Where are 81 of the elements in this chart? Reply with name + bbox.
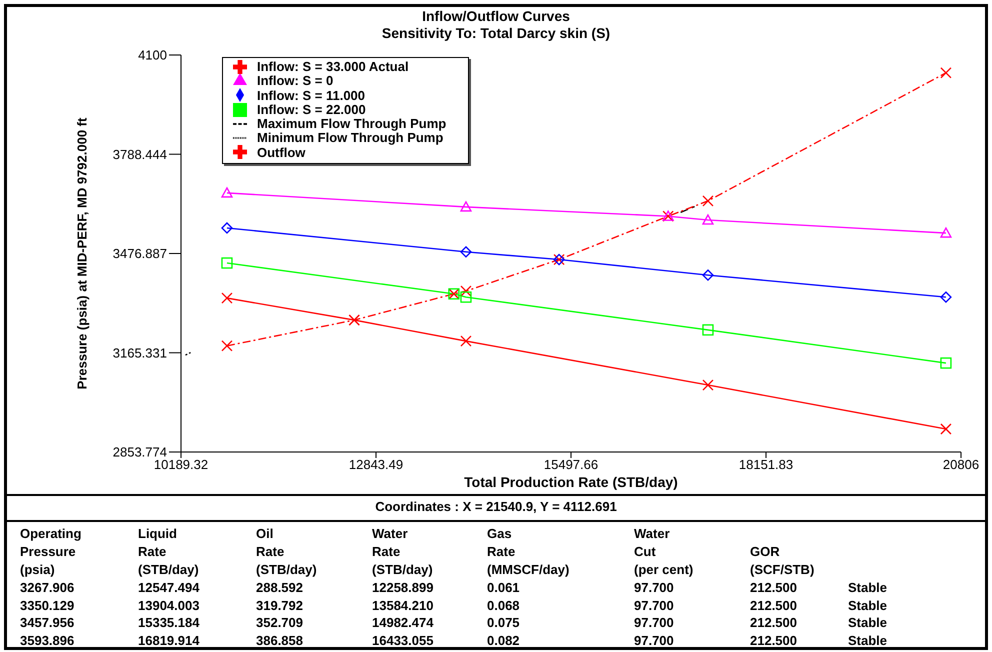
text: GOR (SCF/STB): [750, 543, 816, 579]
text: 212.500: [750, 632, 798, 649]
text: 15335.184: [138, 614, 200, 632]
legend-label: Inflow: S = 22.000: [257, 102, 366, 117]
point: [221, 292, 233, 304]
text: 0.068: [487, 596, 521, 614]
text: 212.500: [750, 596, 798, 614]
text: 0.082: [487, 632, 521, 649]
legend-label: Maximum Flow Through Pump: [257, 116, 446, 132]
point: [702, 195, 714, 207]
legend-label: Inflow: S = 0: [257, 73, 334, 88]
point: [460, 335, 472, 347]
point: [940, 67, 952, 78]
text: 13904.003: [138, 596, 200, 614]
text: 3267.906: [20, 579, 76, 596]
point: [702, 214, 714, 225]
point: [702, 324, 714, 336]
legend-label: Minimum Flow Through Pump: [257, 130, 444, 146]
x-tick-label: 15497.66: [544, 457, 598, 472]
x-tick-label: 20806: [942, 457, 980, 472]
point: [460, 246, 472, 258]
text: 97.700: [634, 596, 675, 614]
y-axis-title: Pressure (psia) at MID-PERF, MD 9792.000 ft: [74, 117, 90, 390]
point: [221, 340, 233, 352]
point: [702, 379, 714, 391]
y-tick-label: 2853.774: [112, 444, 167, 460]
text: Liquid Rate (STB/day): [138, 525, 200, 579]
text: Stable: [848, 579, 888, 596]
y-tick-label: 4100: [138, 48, 167, 63]
legend-label: Outflow: [257, 144, 306, 160]
text: 0.075: [487, 614, 521, 632]
text: Coordinates : X = 21540.9, Y = 4112.691: [374, 499, 618, 514]
point: [940, 357, 952, 369]
point: [940, 423, 952, 435]
text: 97.700: [634, 614, 675, 632]
text: 0.061: [487, 579, 521, 596]
point: [221, 187, 233, 198]
text: 3593.896: [20, 632, 76, 649]
point: [460, 285, 472, 297]
point: [940, 227, 952, 238]
y-tick-label: 3788.444: [112, 146, 167, 162]
point: [702, 269, 714, 281]
point: [221, 222, 233, 234]
text: 97.700: [634, 579, 675, 596]
legend-label: Inflow: S = 11.000: [257, 88, 366, 103]
text: 97.700: [634, 632, 675, 649]
text: 3457.956: [20, 614, 76, 632]
text: Stable: [848, 596, 888, 614]
x-tick-label: 18151.83: [738, 457, 794, 472]
y-tick-label: 3165.331: [112, 345, 167, 360]
text: Stable: [848, 614, 888, 632]
text: 288.592: [256, 579, 304, 596]
chart-title: Inflow/Outflow Curves: [421, 8, 571, 25]
point: [460, 291, 472, 303]
text: 319.792: [256, 596, 304, 614]
text: Water Rate (STB/day): [372, 525, 434, 579]
text: 352.709: [256, 614, 304, 632]
text: 16819.914: [138, 632, 200, 649]
text: 3350.129: [20, 596, 76, 614]
x-tick-label: 12843.49: [348, 457, 404, 472]
text: Oil Rate (STB/day): [256, 525, 318, 579]
text: 12258.899: [372, 579, 434, 596]
text: Gas Rate (MMSCF/day): [487, 525, 570, 579]
text: Stable: [848, 632, 888, 649]
point: [221, 257, 233, 269]
text: Water Cut (per cent): [634, 525, 694, 579]
text: Operating Pressure (psia): [20, 525, 82, 579]
text: 212.500: [750, 579, 798, 596]
x-tick-label: 10189.32: [154, 457, 208, 472]
text: 212.500: [750, 614, 798, 632]
legend-label: Inflow: S = 33.000 Actual: [257, 59, 409, 74]
text: 16433.055: [372, 632, 434, 649]
text: 386.858: [256, 632, 304, 649]
text: 14982.474: [372, 614, 434, 632]
text: 12547.494: [138, 579, 200, 596]
point: [460, 201, 472, 212]
point: [940, 291, 952, 303]
x-axis-title: Total Production Rate (STB/day): [464, 474, 678, 490]
y-tick-label: 3476.887: [112, 246, 167, 262]
text: 13584.210: [372, 596, 434, 614]
chart-subtitle: Sensitivity To: Total Darcy skin (S): [380, 25, 612, 42]
